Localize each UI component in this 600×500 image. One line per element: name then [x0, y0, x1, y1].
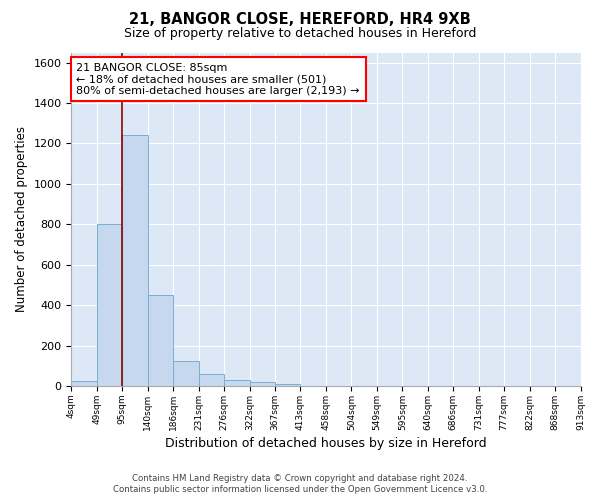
Bar	[199, 374, 224, 386]
Bar	[173, 361, 199, 386]
Bar	[275, 384, 301, 386]
Text: Contains HM Land Registry data © Crown copyright and database right 2024.
Contai: Contains HM Land Registry data © Crown c…	[113, 474, 487, 494]
X-axis label: Distribution of detached houses by size in Hereford: Distribution of detached houses by size …	[165, 437, 487, 450]
Bar	[224, 380, 250, 386]
Text: Size of property relative to detached houses in Hereford: Size of property relative to detached ho…	[124, 27, 476, 40]
Y-axis label: Number of detached properties: Number of detached properties	[15, 126, 28, 312]
Bar	[148, 295, 173, 386]
Bar	[97, 224, 122, 386]
Text: 21 BANGOR CLOSE: 85sqm
← 18% of detached houses are smaller (501)
80% of semi-de: 21 BANGOR CLOSE: 85sqm ← 18% of detached…	[76, 62, 360, 96]
Bar	[122, 136, 148, 386]
Bar	[250, 382, 275, 386]
Text: 21, BANGOR CLOSE, HEREFORD, HR4 9XB: 21, BANGOR CLOSE, HEREFORD, HR4 9XB	[129, 12, 471, 28]
Bar	[71, 381, 97, 386]
